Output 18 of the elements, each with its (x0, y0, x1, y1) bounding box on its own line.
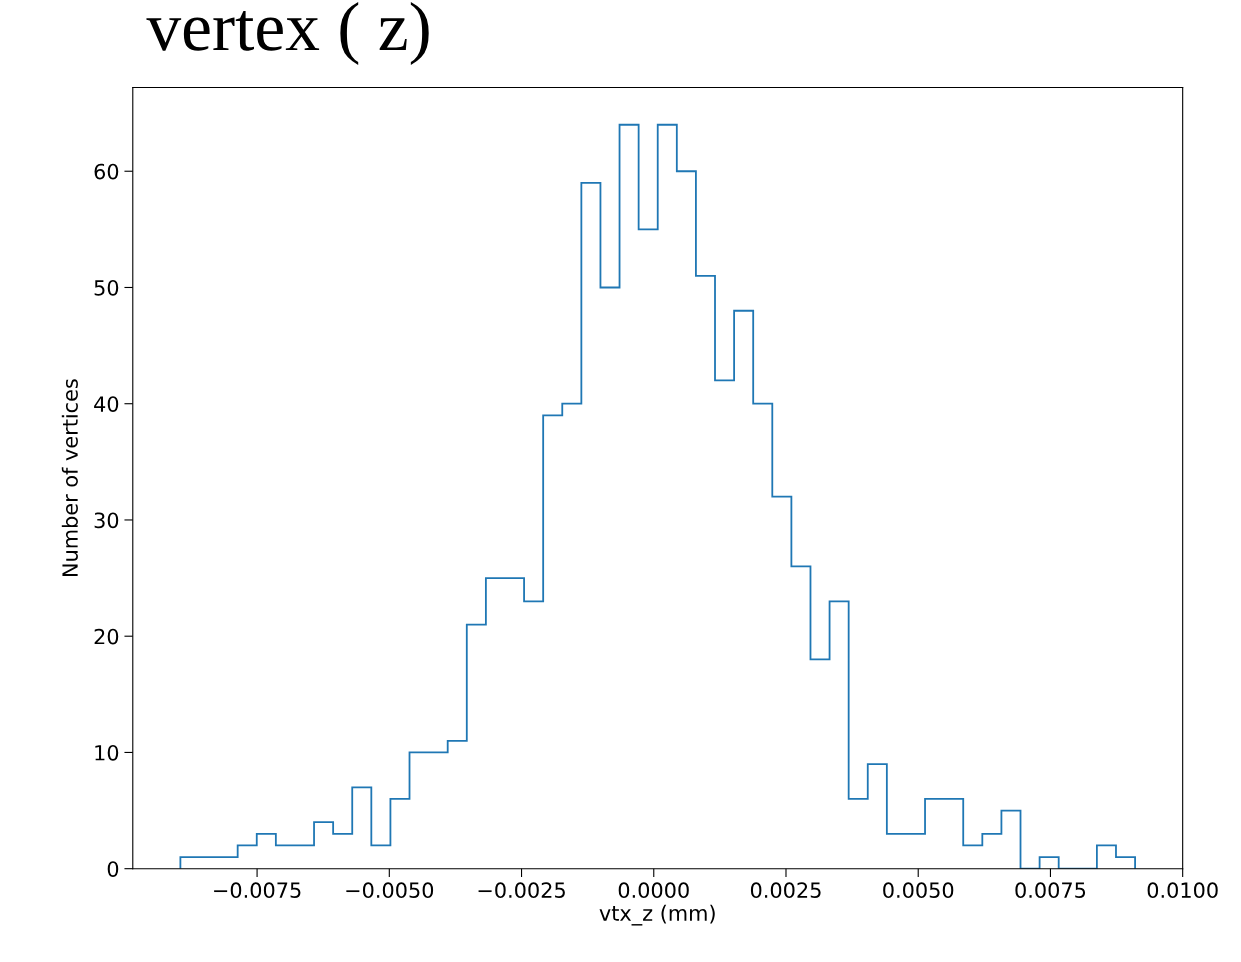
y-tick-label: 0 (107, 861, 119, 877)
x-axis-title: vtx_z (mm) (599, 904, 715, 926)
y-tick-label: 30 (94, 512, 119, 529)
x-tick-label: −0.0075 (214, 882, 301, 899)
x-tick-label: −0.0025 (478, 882, 565, 899)
x-tick-label: 0.0000 (618, 882, 689, 899)
y-tick-label: 50 (94, 279, 119, 296)
y-tick-label: 40 (94, 396, 119, 412)
y-tick-label: 60 (94, 163, 119, 180)
x-tick-label: 0.0075 (1015, 882, 1086, 899)
chart-title: vertex ( z) (146, 1, 429, 65)
x-tick-label: 0.0100 (1147, 882, 1218, 899)
x-tick-label: 0.0025 (750, 882, 821, 899)
x-tick-label: 0.0050 (883, 882, 954, 899)
x-tick-label: −0.0050 (346, 882, 434, 899)
y-axis-title: Number of vertices (61, 379, 78, 576)
y-tick-label: 10 (95, 744, 119, 761)
y-tick-label: 20 (94, 628, 119, 645)
